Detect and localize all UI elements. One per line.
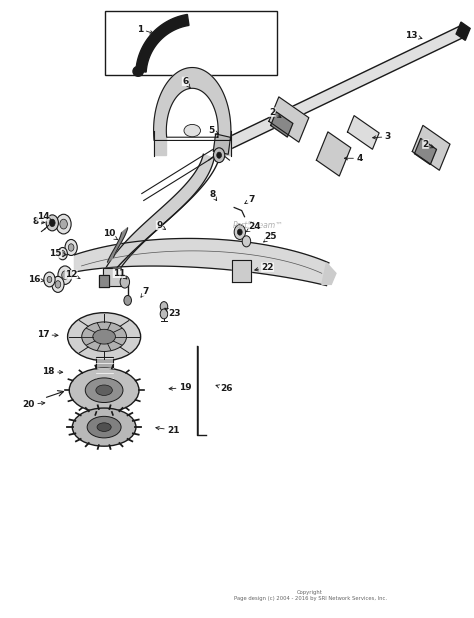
Circle shape	[47, 276, 52, 282]
Ellipse shape	[96, 385, 112, 396]
Ellipse shape	[85, 378, 123, 402]
Ellipse shape	[73, 408, 136, 446]
Text: 1: 1	[137, 25, 154, 34]
Circle shape	[234, 225, 246, 240]
Circle shape	[55, 281, 61, 288]
Ellipse shape	[93, 329, 116, 344]
Text: Copyright
Page design (c) 2004 - 2016 by SRI Network Services, Inc.: Copyright Page design (c) 2004 - 2016 by…	[234, 590, 386, 601]
Text: 2: 2	[422, 140, 434, 148]
Circle shape	[65, 240, 77, 255]
Circle shape	[49, 219, 55, 227]
Text: 15: 15	[49, 249, 66, 258]
Polygon shape	[271, 112, 293, 137]
Text: 13: 13	[405, 31, 422, 40]
Text: 7: 7	[141, 287, 148, 297]
Polygon shape	[103, 268, 121, 286]
Circle shape	[217, 152, 221, 158]
Circle shape	[124, 295, 131, 305]
Text: 17: 17	[36, 331, 58, 339]
Bar	[105, 11, 277, 75]
Circle shape	[62, 271, 68, 279]
Text: 16: 16	[28, 275, 44, 284]
Text: 5: 5	[208, 126, 219, 135]
Text: 4: 4	[345, 154, 363, 163]
Text: 7: 7	[245, 195, 255, 204]
Polygon shape	[269, 97, 309, 142]
Bar	[96, 357, 113, 380]
Text: 24: 24	[246, 222, 261, 232]
Circle shape	[56, 214, 71, 234]
Text: 14: 14	[36, 212, 52, 221]
Circle shape	[68, 243, 74, 251]
Circle shape	[46, 215, 58, 231]
Ellipse shape	[69, 368, 139, 412]
Text: 9: 9	[156, 221, 165, 230]
Circle shape	[58, 266, 72, 284]
Polygon shape	[414, 138, 437, 164]
Circle shape	[60, 219, 67, 229]
Circle shape	[120, 276, 129, 288]
Polygon shape	[232, 260, 251, 282]
Circle shape	[242, 236, 251, 247]
Ellipse shape	[68, 313, 141, 361]
Circle shape	[58, 247, 67, 260]
Ellipse shape	[97, 423, 111, 431]
Text: 8: 8	[210, 190, 217, 201]
Polygon shape	[104, 154, 214, 279]
Circle shape	[44, 272, 55, 287]
Polygon shape	[100, 275, 109, 287]
Polygon shape	[213, 134, 230, 154]
Circle shape	[60, 250, 65, 256]
Ellipse shape	[133, 66, 143, 76]
Circle shape	[160, 309, 168, 319]
Text: 11: 11	[113, 269, 127, 279]
Text: 26: 26	[216, 384, 233, 394]
Polygon shape	[317, 132, 351, 176]
Polygon shape	[136, 14, 189, 72]
Text: PartStream™: PartStream™	[233, 221, 283, 231]
Ellipse shape	[184, 124, 201, 137]
Text: 8: 8	[32, 217, 45, 226]
Bar	[456, 22, 470, 40]
Polygon shape	[74, 239, 329, 286]
Polygon shape	[154, 133, 166, 155]
Circle shape	[213, 148, 225, 163]
Ellipse shape	[82, 322, 127, 352]
Text: 2: 2	[269, 108, 281, 117]
Text: 22: 22	[255, 263, 274, 272]
Polygon shape	[347, 116, 379, 149]
Text: 23: 23	[165, 308, 181, 318]
Text: 20: 20	[23, 400, 45, 409]
Text: 25: 25	[264, 232, 277, 242]
Circle shape	[52, 276, 64, 292]
Polygon shape	[218, 133, 231, 155]
Text: 21: 21	[156, 426, 180, 434]
Polygon shape	[228, 27, 463, 149]
Ellipse shape	[87, 417, 121, 438]
Text: 10: 10	[103, 229, 118, 240]
Text: 3: 3	[373, 132, 391, 142]
Polygon shape	[154, 67, 231, 140]
Circle shape	[160, 302, 168, 311]
Polygon shape	[322, 263, 336, 284]
Polygon shape	[108, 228, 128, 262]
Text: 12: 12	[65, 270, 80, 279]
Text: 19: 19	[169, 383, 191, 392]
Circle shape	[237, 229, 242, 235]
Text: 18: 18	[42, 367, 63, 376]
Text: 6: 6	[182, 77, 190, 88]
Polygon shape	[412, 125, 450, 170]
